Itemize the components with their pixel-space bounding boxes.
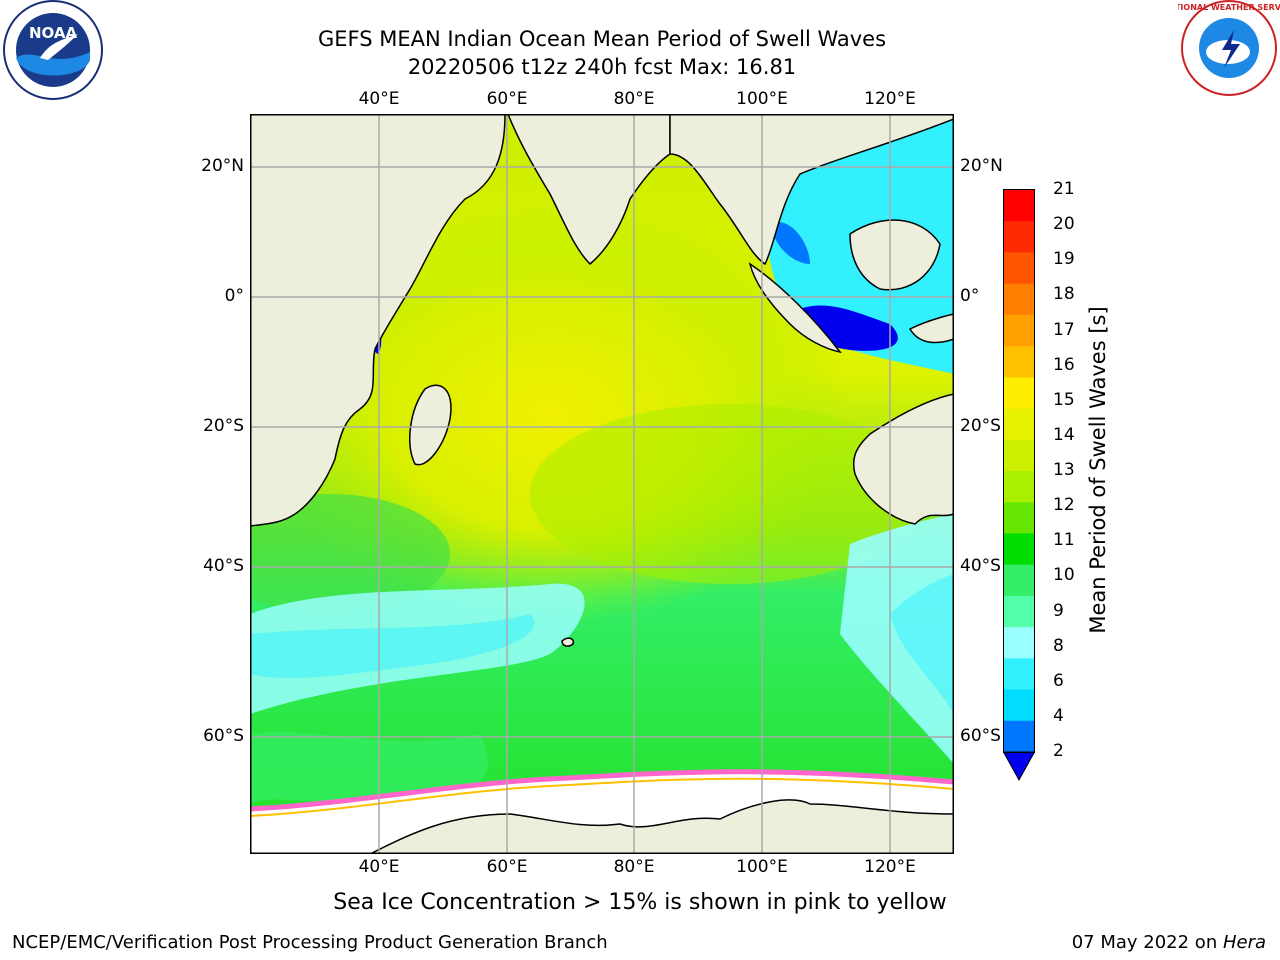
lat-label-left: 40°S <box>203 556 244 576</box>
nws-logo: NATIONAL WEATHER SERVICE <box>1178 0 1280 96</box>
colorbar-tick-label: 10 <box>1053 565 1075 586</box>
graticule <box>250 114 954 854</box>
colorbar-band <box>1004 689 1034 722</box>
map-frame <box>250 114 954 854</box>
lat-label-right: 20°N <box>960 156 1003 176</box>
colorbar-band <box>1004 658 1034 691</box>
lon-label-top: 40°E <box>358 89 400 109</box>
colorbar-tick-label: 20 <box>1053 214 1075 235</box>
colorbar-tick-label: 18 <box>1053 284 1075 305</box>
noaa-logo-text: NOAA <box>29 24 78 42</box>
colorbar-band <box>1004 252 1034 285</box>
date-text: 07 May 2022 on <box>1071 932 1223 953</box>
colorbar-tick-label: 17 <box>1053 319 1075 340</box>
lon-label-bottom: 80°E <box>613 857 655 877</box>
lon-label-bottom: 60°E <box>486 857 528 877</box>
map-subtitle: 20220506 t12z 240h fcst Max: 16.81 <box>407 55 797 79</box>
colorbar-extend-arrow <box>1002 751 1036 782</box>
colorbar-band <box>1004 627 1034 659</box>
colorbar-band <box>1004 533 1034 566</box>
colorbar-tick-label: 21 <box>1053 179 1075 199</box>
lat-label-right: 20°S <box>960 416 1001 436</box>
colorbar-tick-label: 16 <box>1053 354 1075 375</box>
colorbar-frame <box>1003 189 1035 753</box>
colorbar-band <box>1004 720 1034 753</box>
lon-label-bottom: 40°E <box>358 857 400 877</box>
colorbar-band <box>1004 439 1034 472</box>
lat-label-left: 20°S <box>203 416 244 436</box>
colorbar-tick-label: 12 <box>1053 495 1075 516</box>
colorbar-tick-label: 4 <box>1053 705 1064 726</box>
colorbar-tick-label: 11 <box>1053 530 1075 551</box>
host-name: Hera <box>1222 932 1266 953</box>
colorbar-band <box>1004 471 1034 503</box>
colorbar-tick-label: 2 <box>1053 741 1064 761</box>
colorbar-band <box>1004 595 1034 628</box>
colorbar-band <box>1004 408 1034 441</box>
colorbar-band <box>1004 502 1034 534</box>
antarctica <box>369 799 954 854</box>
colorbar-tick-label: 9 <box>1053 600 1064 621</box>
lon-label-bottom: 100°E <box>736 857 788 877</box>
colorbar-tick-label: 8 <box>1053 635 1064 656</box>
ice-edge <box>250 769 954 812</box>
colorbar-band <box>1004 221 1034 253</box>
lat-label-right: 40°S <box>960 556 1001 576</box>
colorbar-band <box>1004 190 1034 222</box>
colorbar-label: Mean Period of Swell Waves [s] <box>1086 306 1110 634</box>
land-masses <box>250 114 954 647</box>
colorbar-tick-label: 15 <box>1053 389 1075 410</box>
noaa-logo: NOAA <box>3 0 103 100</box>
swell-period-map <box>250 114 954 854</box>
lon-label-top: 60°E <box>486 89 528 109</box>
lat-label-right: 60°S <box>960 726 1001 746</box>
colorbar-tick-label: 14 <box>1053 424 1075 445</box>
colorbar-band <box>1004 283 1034 316</box>
colorbar-band <box>1004 564 1034 597</box>
sea-ice-note: Sea Ice Concentration > 15% is shown in … <box>333 890 947 915</box>
colorbar-band <box>1004 346 1034 378</box>
lat-label-right: 0° <box>960 286 980 306</box>
lon-label-top: 80°E <box>613 89 655 109</box>
credit-text: NCEP/EMC/Verification Post Processing Pr… <box>12 932 608 953</box>
lon-label-top: 120°E <box>864 89 916 109</box>
lat-label-left: 0° <box>224 286 244 306</box>
lon-label-top: 100°E <box>736 89 788 109</box>
lat-label-left: 60°S <box>203 726 244 746</box>
colorbar-tick-label: 6 <box>1053 670 1064 691</box>
nws-logo-text: NATIONAL WEATHER SERVICE <box>1178 3 1280 12</box>
colorbar-band <box>1004 314 1034 347</box>
lat-label-left: 20°N <box>201 156 244 176</box>
colorbar-tick-label: 19 <box>1053 249 1075 270</box>
date-stamp: 07 May 2022 on Hera <box>1072 932 1266 953</box>
lon-label-bottom: 120°E <box>864 857 916 877</box>
colorbar-tick-label: 13 <box>1053 460 1075 480</box>
colorbar-band <box>1004 377 1034 410</box>
map-title: GEFS MEAN Indian Ocean Mean Period of Sw… <box>317 27 887 51</box>
colorbar <box>1002 189 1036 782</box>
